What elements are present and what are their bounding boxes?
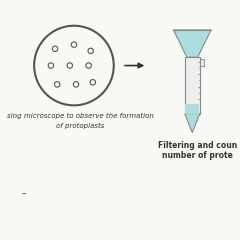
Polygon shape bbox=[185, 57, 200, 114]
Text: Filtering and coun: Filtering and coun bbox=[158, 141, 237, 150]
Polygon shape bbox=[185, 114, 200, 132]
Polygon shape bbox=[200, 59, 204, 66]
Text: sing microscope to observe the formation: sing microscope to observe the formation bbox=[7, 113, 154, 119]
Text: –: – bbox=[22, 189, 26, 198]
Text: number of prote: number of prote bbox=[162, 151, 233, 160]
Polygon shape bbox=[185, 103, 199, 114]
Polygon shape bbox=[174, 30, 211, 57]
Text: of protoplasts: of protoplasts bbox=[56, 123, 104, 129]
